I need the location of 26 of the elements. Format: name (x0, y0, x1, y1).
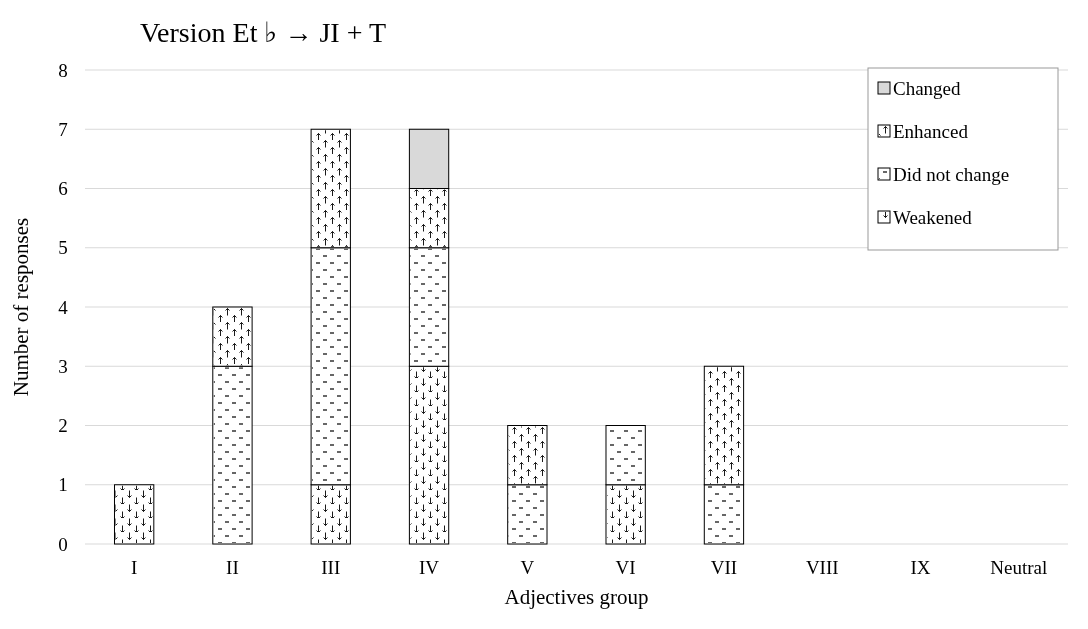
x-tick-label: IV (419, 557, 440, 578)
x-tick-label: IX (910, 557, 931, 578)
y-tick-label: 2 (58, 415, 68, 437)
y-tick-label: 8 (58, 59, 68, 81)
legend-label: Changed (893, 77, 962, 99)
x-tick-label: Neutral (990, 557, 1048, 578)
chart-title: Version Et ♭ → JI + T (140, 17, 387, 48)
y-tick-label: 3 (58, 355, 68, 377)
x-tick-label: I (130, 557, 138, 578)
y-tick-label: 4 (58, 296, 69, 318)
x-tick-label: VIII (805, 557, 839, 578)
y-tick-label: 1 (58, 474, 68, 496)
legend-label: Did not change (893, 163, 1010, 185)
y-tick-label: 5 (58, 237, 68, 259)
legend-label: Weakened (893, 206, 973, 228)
x-tick-label: III (321, 557, 341, 578)
x-tick-label: V (520, 557, 535, 578)
y-tick-label: 7 (58, 118, 68, 140)
x-tick-label: II (226, 557, 239, 578)
x-tick-label: VI (615, 557, 636, 578)
y-tick-label: 0 (58, 533, 68, 555)
x-tick-label: VII (710, 557, 738, 578)
y-axis-title: Number of responses (9, 217, 33, 397)
legend-label: Enhanced (893, 120, 969, 142)
x-axis-title: Adjectives group (504, 585, 649, 609)
y-tick-label: 6 (58, 178, 68, 200)
